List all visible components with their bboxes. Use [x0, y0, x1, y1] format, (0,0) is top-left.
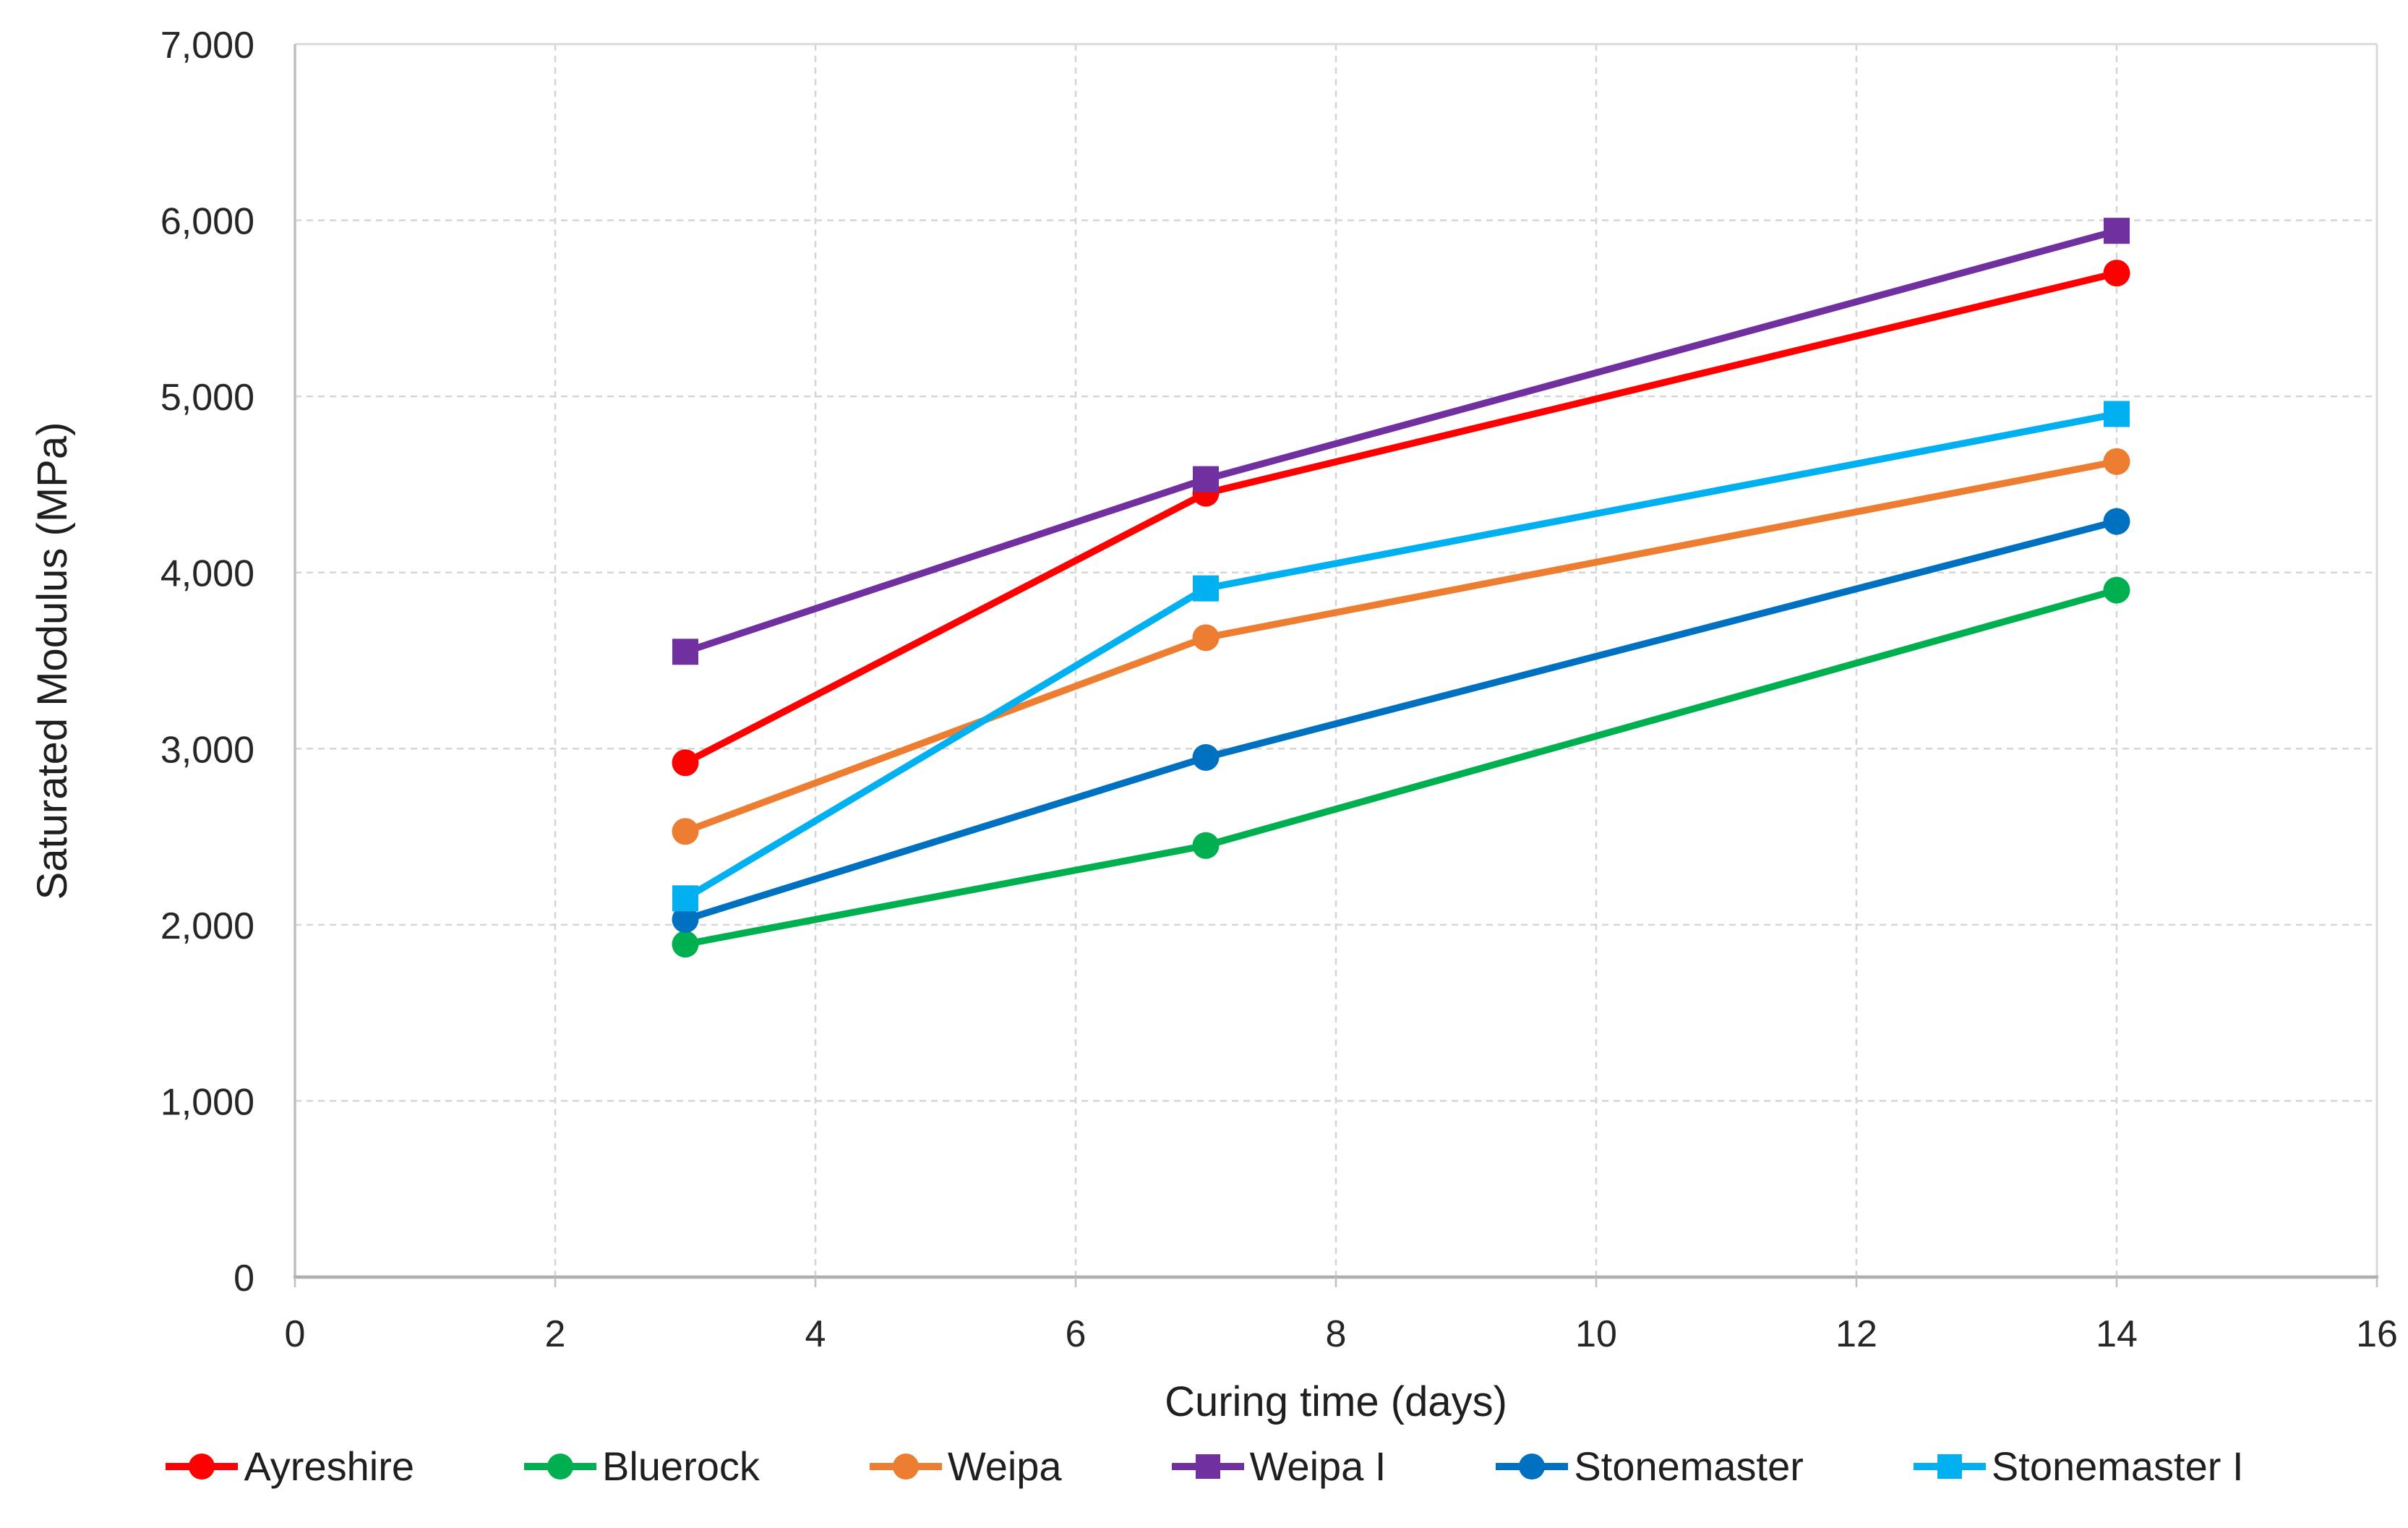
y-tick-label: 7,000	[160, 25, 254, 67]
series-line	[682, 458, 2120, 835]
legend-label: Bluerock	[601, 1443, 760, 1489]
square-marker-line-icon	[1171, 1454, 1244, 1479]
circle-marker-line-icon	[1496, 1453, 1569, 1480]
data-point-marker	[2103, 508, 2130, 535]
series-bluerock	[672, 576, 2130, 958]
x-axis-title: Curing time (days)	[1165, 1378, 1507, 1425]
legend-item-bluerock: Bluerock	[523, 1443, 760, 1490]
x-tick-label: 8	[1326, 1313, 1347, 1355]
data-point-marker	[672, 906, 699, 934]
data-point-marker	[1193, 575, 1219, 602]
x-tick-label: 0	[285, 1313, 306, 1355]
data-point-marker	[2103, 448, 2130, 475]
series-stonemaster-i	[672, 401, 2130, 912]
data-point-marker	[672, 639, 698, 665]
data-point-marker	[2103, 260, 2130, 287]
legend-item-ayreshire: Ayreshire	[164, 1443, 414, 1490]
data-point-marker	[672, 818, 699, 845]
y-tick-label: 0	[233, 1258, 254, 1299]
legend-label: Ayreshire	[244, 1443, 414, 1489]
data-point-marker	[672, 885, 698, 912]
axes-layer	[293, 43, 2378, 1287]
legend-item-weipa-i: Weipa I	[1170, 1443, 1387, 1490]
square-marker-line-icon	[1913, 1454, 1986, 1479]
legend-item-weipa: Weipa	[868, 1443, 1062, 1490]
x-tick-label: 4	[805, 1313, 826, 1355]
data-point-marker	[672, 749, 699, 777]
y-tick-label: 3,000	[160, 729, 254, 771]
chart-legend: Ayreshire Bluerock Weipa Weipa I Stonemaster…	[0, 1443, 2408, 1490]
tick-labels-layer: 0 1,000 2,000 3,000 4,000 5,000 6,000 7,000 0 2 4 6…	[160, 25, 2398, 1355]
y-tick-label: 2,000	[160, 905, 254, 947]
x-tick-label: 10	[1575, 1313, 1617, 1355]
legend-label: Weipa	[947, 1443, 1062, 1489]
legend-item-stonemaster-i: Stonemaster I	[1912, 1443, 2244, 1490]
series-stonemaster	[672, 508, 2130, 934]
y-tick-label: 4,000	[160, 553, 254, 595]
circle-marker-line-icon	[166, 1453, 239, 1480]
data-point-marker	[672, 931, 699, 958]
data-point-marker	[2104, 401, 2130, 427]
gridlines-layer	[295, 44, 2378, 1277]
y-axis-title: Saturated Modulus (MPa)	[29, 422, 76, 900]
y-tick-label: 6,000	[160, 201, 254, 243]
y-tick-label: 5,000	[160, 377, 254, 419]
legend-label: Weipa I	[1249, 1443, 1387, 1489]
series-layer	[672, 218, 2130, 958]
x-tick-label: 12	[1835, 1313, 1877, 1355]
series-line	[682, 227, 2120, 656]
x-tick-label: 2	[545, 1313, 566, 1355]
data-point-marker	[2103, 576, 2130, 604]
data-point-marker	[1192, 624, 1220, 652]
series-ayreshire	[672, 260, 2130, 777]
circle-marker-line-icon	[869, 1453, 942, 1480]
data-point-marker	[1192, 832, 1220, 859]
x-tick-label: 6	[1066, 1313, 1087, 1355]
legend-item-stonemaster: Stonemaster	[1494, 1443, 1804, 1490]
x-tick-label: 16	[2356, 1313, 2398, 1355]
legend-label: Stonemaster I	[1991, 1443, 2244, 1489]
series-line	[682, 410, 2120, 902]
data-point-marker	[2104, 218, 2130, 244]
data-point-marker	[1193, 466, 1219, 492]
legend-label: Stonemaster	[1574, 1443, 1804, 1489]
series-weipa	[672, 448, 2130, 845]
y-tick-label: 1,000	[160, 1081, 254, 1123]
circle-marker-line-icon	[523, 1453, 596, 1480]
x-tick-label: 14	[2096, 1313, 2138, 1355]
series-weipa-i	[672, 218, 2130, 665]
series-line	[682, 269, 2120, 767]
data-point-marker	[1192, 743, 1220, 771]
